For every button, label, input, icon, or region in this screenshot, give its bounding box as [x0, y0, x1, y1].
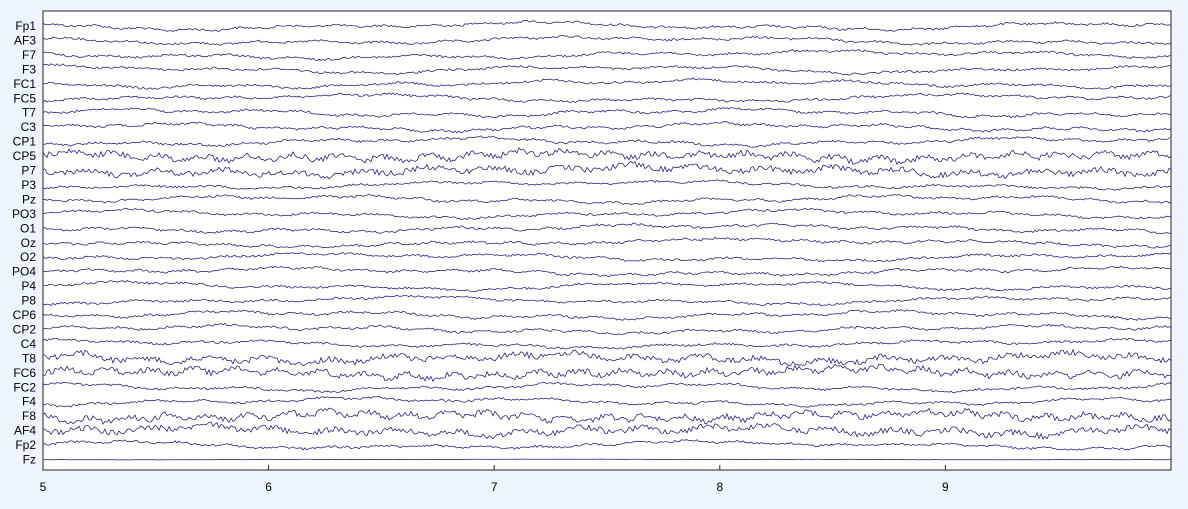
trace-fp1 — [42, 20, 1172, 32]
channel-label-af4: AF4 — [14, 424, 36, 438]
channel-label-c4: C4 — [21, 337, 37, 351]
channel-label-p4: P4 — [21, 279, 36, 293]
channel-label-fc1: FC1 — [13, 77, 36, 91]
trace-group — [42, 20, 1172, 461]
trace-p4 — [42, 280, 1172, 292]
x-tick-label-7: 7 — [491, 480, 498, 494]
trace-oz — [43, 236, 1172, 249]
channel-label-o2: O2 — [20, 250, 36, 264]
trace-fc1 — [42, 77, 1172, 90]
trace-p7 — [42, 160, 1172, 180]
x-tick-label-5: 5 — [40, 480, 47, 494]
trace-t8 — [42, 348, 1172, 367]
plot-area — [42, 10, 1172, 471]
trace-o1 — [42, 222, 1172, 235]
channel-labels: Fp1AF3F7F3FC1FC5T7C3CP1CP5P7P3PzPO3O1OzO… — [12, 19, 36, 467]
trace-f8 — [42, 407, 1172, 425]
channel-label-t7: T7 — [22, 106, 36, 120]
x-tick-label-9: 9 — [942, 480, 949, 494]
channel-label-cp5: CP5 — [13, 149, 37, 163]
trace-f7 — [42, 49, 1172, 62]
trace-fc2 — [42, 381, 1172, 394]
channel-label-p7: P7 — [21, 164, 36, 178]
channel-label-t8: T8 — [22, 351, 36, 365]
channel-label-fp1: Fp1 — [15, 19, 36, 33]
channel-label-f7: F7 — [22, 48, 36, 62]
trace-af3 — [42, 35, 1172, 46]
channel-label-fz: Fz — [23, 453, 36, 467]
channel-label-fc6: FC6 — [13, 366, 36, 380]
trace-fc6 — [42, 363, 1171, 383]
trace-fp2 — [42, 439, 1172, 451]
trace-fc5 — [42, 92, 1172, 103]
channel-label-fc5: FC5 — [13, 91, 36, 105]
trace-po4 — [43, 265, 1171, 278]
channel-label-o1: O1 — [20, 221, 36, 235]
trace-fz — [42, 458, 1172, 461]
channel-label-cp1: CP1 — [13, 135, 37, 149]
channel-label-af3: AF3 — [14, 33, 36, 47]
channel-label-c3: C3 — [21, 120, 37, 134]
trace-f3 — [42, 63, 1172, 76]
trace-p3 — [42, 179, 1172, 191]
channel-label-oz: Oz — [21, 236, 36, 250]
channel-label-f3: F3 — [22, 62, 36, 76]
trace-cp2 — [42, 322, 1172, 336]
channel-label-f8: F8 — [22, 409, 36, 423]
trace-t7 — [42, 107, 1172, 119]
channel-label-p3: P3 — [21, 178, 36, 192]
trace-c4 — [42, 337, 1172, 350]
trace-f4 — [42, 396, 1172, 408]
channel-label-p8: P8 — [21, 294, 36, 308]
channel-label-po3: PO3 — [12, 207, 36, 221]
x-tick-label-6: 6 — [265, 480, 272, 494]
channel-label-fc2: FC2 — [13, 380, 36, 394]
trace-p8 — [42, 294, 1172, 307]
channel-label-cp6: CP6 — [13, 308, 37, 322]
channel-label-po4: PO4 — [12, 265, 36, 279]
trace-cp5 — [42, 147, 1172, 166]
channel-label-cp2: CP2 — [13, 322, 37, 336]
trace-cp6 — [42, 309, 1172, 321]
trace-pz — [42, 193, 1172, 206]
trace-c3 — [42, 121, 1172, 134]
channel-label-pz: Pz — [22, 192, 36, 206]
trace-cp1 — [42, 135, 1172, 148]
x-tick-label-8: 8 — [716, 480, 723, 494]
trace-o2 — [42, 251, 1172, 263]
trace-af4 — [42, 421, 1172, 440]
x-axis: 5 6 7 8 9 — [40, 465, 949, 494]
channel-label-f4: F4 — [22, 395, 36, 409]
trace-po3 — [42, 207, 1172, 221]
channel-label-fp2: Fp2 — [15, 438, 36, 452]
